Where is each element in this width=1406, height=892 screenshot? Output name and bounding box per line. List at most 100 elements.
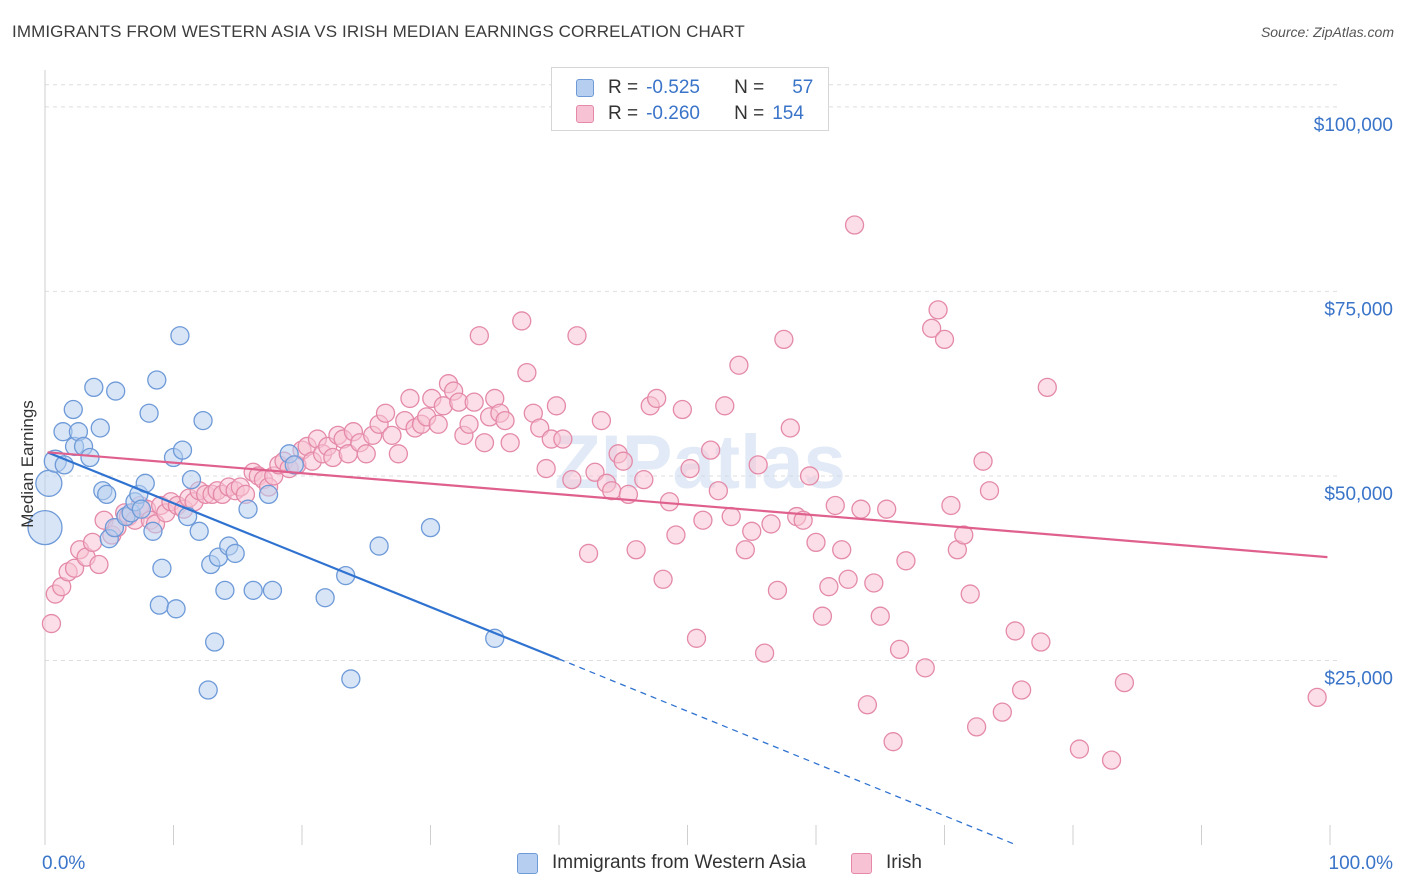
legend-r-value: -0.525 [646, 77, 700, 98]
western-asia-point [27, 509, 63, 546]
legend-r-label: R = [608, 77, 639, 98]
western-asia-point [189, 521, 209, 541]
western-asia-points [27, 326, 505, 700]
irish-point [1011, 680, 1032, 700]
western-asia-point [181, 469, 202, 490]
irish-point [1307, 687, 1327, 708]
western-asia-point [369, 536, 389, 556]
western-asia-point [152, 558, 172, 578]
x-tick-label: 0.0% [42, 853, 85, 874]
irish-point [767, 580, 788, 601]
irish-point [1031, 632, 1051, 652]
irish-point [877, 499, 897, 519]
irish-point [896, 551, 916, 571]
irish-point [388, 444, 409, 464]
western-asia-point [198, 680, 218, 700]
irish-point [686, 628, 707, 648]
irish-point [851, 499, 871, 519]
irish-point [838, 569, 858, 589]
y-tick-label: $75,000 [1324, 299, 1393, 320]
irish-point [742, 521, 762, 541]
irish-point [774, 329, 794, 350]
irish-point [1101, 750, 1122, 770]
irish-point [928, 300, 948, 320]
western-asia-point [149, 595, 170, 615]
western-asia-point [193, 410, 213, 431]
legend-row-western-asia: R = -0.525 N = 57 [576, 76, 813, 100]
western-asia-point [315, 588, 335, 608]
irish-point [806, 532, 826, 553]
irish-point [819, 577, 839, 597]
irish-point [934, 329, 955, 350]
irish-point [973, 451, 993, 471]
irish-point [500, 433, 520, 453]
irish-point [761, 514, 781, 534]
irish-point [672, 399, 693, 420]
irish-point [966, 717, 987, 737]
legend-r-value: -0.260 [646, 103, 700, 124]
irish-point [992, 702, 1012, 722]
irish-point [748, 455, 768, 475]
irish-point [459, 414, 479, 434]
irish-point [653, 569, 673, 589]
source-label: Source: ZipAtlas.com [1260, 24, 1394, 40]
western-asia-point [238, 499, 258, 519]
western-asia-point [204, 632, 225, 652]
irish-point [89, 554, 109, 575]
irish-point [578, 543, 599, 564]
irish-point [793, 510, 813, 530]
western-asia-point [177, 506, 198, 527]
irish-point [954, 525, 974, 545]
legend-swatch-irish [576, 105, 594, 123]
irish-point [1005, 621, 1025, 641]
irish-point [634, 469, 654, 490]
western-asia-point [172, 440, 193, 460]
legend-item-western-asia: Immigrants from Western Asia [517, 852, 806, 874]
western-asia-point [63, 399, 83, 420]
irish-point [591, 410, 612, 431]
irish-point [517, 362, 537, 383]
irish-point [647, 388, 667, 409]
stats-legend: R = -0.525 N = 57 R = -0.260 N = 154 [551, 67, 829, 131]
western-asia-point [147, 370, 167, 390]
western-asia-point [170, 326, 190, 346]
legend-swatch-western-asia [517, 852, 538, 874]
western-asia-point [420, 517, 441, 538]
irish-point [915, 658, 935, 678]
legend-swatch-western-asia [576, 79, 594, 97]
irish-point [469, 326, 489, 346]
x-tick-labels: 0.0% 100.0% [42, 853, 1393, 874]
irish-point [680, 458, 700, 479]
irish-point [799, 466, 820, 486]
legend-label-irish: Irish [886, 852, 922, 873]
irish-point [474, 433, 495, 453]
irish-point [754, 643, 775, 663]
irish-point [553, 429, 573, 449]
irish-point [536, 458, 556, 479]
irish-point [400, 388, 420, 409]
legend-r-label: R = [608, 103, 639, 124]
legend-n-label: N = [734, 103, 765, 124]
irish-point [729, 355, 749, 375]
western-asia-point [225, 543, 245, 564]
irish-point [626, 540, 646, 560]
irish-point [693, 510, 713, 530]
irish-point [780, 418, 800, 438]
western-asia-trend-extension [558, 658, 1017, 846]
western-asia-point [258, 484, 279, 505]
irish-point [889, 639, 910, 660]
x-tick-label: 100.0% [1329, 853, 1394, 874]
irish-point [613, 451, 633, 471]
irish-point [825, 495, 845, 516]
irish-point [1069, 739, 1090, 759]
irish-point [708, 481, 728, 501]
irish-point [562, 469, 582, 490]
chart-title: IMMIGRANTS FROM WESTERN ASIA VS IRISH ME… [12, 22, 745, 41]
series-legend: Immigrants from Western Asia Irish [0, 852, 1406, 878]
western-asia-point [35, 469, 63, 497]
y-tick-labels: $25,000 $50,000 $75,000 $100,000 [1314, 115, 1393, 690]
western-asia-point [90, 418, 110, 438]
irish-point [721, 506, 741, 527]
trend-lines [47, 451, 1328, 846]
